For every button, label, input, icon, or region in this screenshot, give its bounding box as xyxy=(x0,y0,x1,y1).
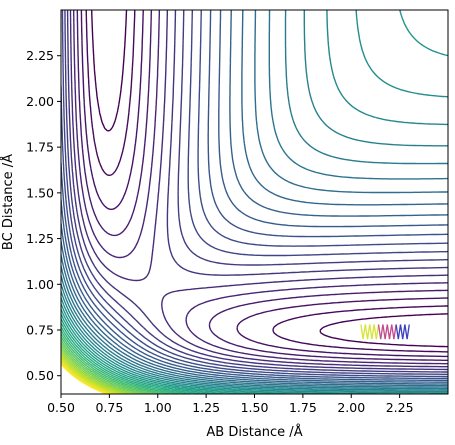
x-tick-label: 1.75 xyxy=(289,400,317,415)
trajectory-segment xyxy=(399,324,404,340)
contour-level xyxy=(61,357,118,394)
trajectory-segment xyxy=(391,324,395,340)
contour-lines xyxy=(61,10,448,394)
trajectory-segment xyxy=(388,324,393,340)
y-axis-ticks: 0.50 0.75 1.00 1.25 1.50 1.75 2.00 2.25 xyxy=(26,48,61,383)
trajectory-segment xyxy=(366,324,371,340)
contour-level xyxy=(61,363,108,394)
trajectory-segment xyxy=(377,324,382,340)
trajectory-segment xyxy=(382,324,386,340)
x-tick-label: 2.00 xyxy=(337,400,365,415)
trajectory-segment xyxy=(404,324,408,340)
contour-level xyxy=(61,339,155,394)
y-axis-label: BC Distance /Å xyxy=(0,154,16,250)
trajectory-path xyxy=(360,324,410,340)
trajectory-segment xyxy=(375,324,380,340)
contour-level xyxy=(64,10,448,373)
trajectory-segment xyxy=(369,324,373,340)
y-tick-label: 0.75 xyxy=(26,323,54,338)
trajectory-segment xyxy=(395,324,399,340)
y-tick-label: 1.25 xyxy=(26,231,54,246)
trajectory-segment xyxy=(373,324,377,340)
contour-level xyxy=(66,10,448,371)
contour-level xyxy=(61,313,255,394)
contour-level xyxy=(61,10,448,380)
trajectory-segment xyxy=(402,324,406,340)
contour-level xyxy=(61,355,122,394)
contour-level xyxy=(69,10,448,368)
trajectory-segment xyxy=(371,324,375,340)
contour-level xyxy=(61,10,448,387)
contour-level xyxy=(61,348,136,394)
contour-level xyxy=(61,333,172,394)
y-tick-label: 1.50 xyxy=(26,185,54,200)
contour-level xyxy=(76,10,448,361)
x-tick-label: 1.00 xyxy=(144,400,172,415)
trajectory-segment xyxy=(393,324,397,340)
trajectory-segment xyxy=(360,324,364,340)
contour-level xyxy=(61,10,448,391)
x-tick-label: 1.50 xyxy=(241,400,269,415)
contour-level xyxy=(91,10,448,348)
y-tick-label: 1.00 xyxy=(26,277,54,292)
y-tick-label: 0.50 xyxy=(26,368,54,383)
contour-level xyxy=(61,345,142,394)
trajectory-segment xyxy=(386,324,391,340)
contour-level xyxy=(85,10,448,353)
contour-level xyxy=(61,10,448,375)
x-axis-label: AB Distance /Å xyxy=(206,424,302,440)
contour-level xyxy=(61,10,448,393)
contour-level xyxy=(61,342,148,394)
trajectory-segment xyxy=(397,324,402,340)
contour-level xyxy=(73,10,448,365)
contour-level xyxy=(61,10,448,383)
y-tick-label: 2.00 xyxy=(26,94,54,109)
contour-level xyxy=(61,308,299,394)
contour-level xyxy=(61,10,448,390)
trajectory-segment xyxy=(362,324,366,340)
x-tick-label: 1.25 xyxy=(192,400,220,415)
contour-level xyxy=(61,10,448,382)
y-tick-label: 1.75 xyxy=(26,140,54,155)
trajectory-segment xyxy=(406,324,410,340)
contour-level xyxy=(80,10,448,358)
trajectory-segment xyxy=(380,324,384,340)
trajectory-segment xyxy=(384,324,388,340)
x-tick-label: 2.25 xyxy=(386,400,414,415)
y-tick-label: 2.25 xyxy=(26,48,54,63)
x-tick-label: 0.75 xyxy=(95,400,123,415)
contour-level xyxy=(61,10,448,385)
trajectory-segment xyxy=(364,324,369,340)
contour-level xyxy=(61,10,448,394)
x-axis-ticks: 0.50 0.75 1.00 1.25 1.50 1.75 2.00 2.25 xyxy=(47,394,414,415)
x-tick-label: 0.50 xyxy=(47,400,75,415)
contour-level xyxy=(61,10,448,378)
contour-level xyxy=(61,10,448,388)
